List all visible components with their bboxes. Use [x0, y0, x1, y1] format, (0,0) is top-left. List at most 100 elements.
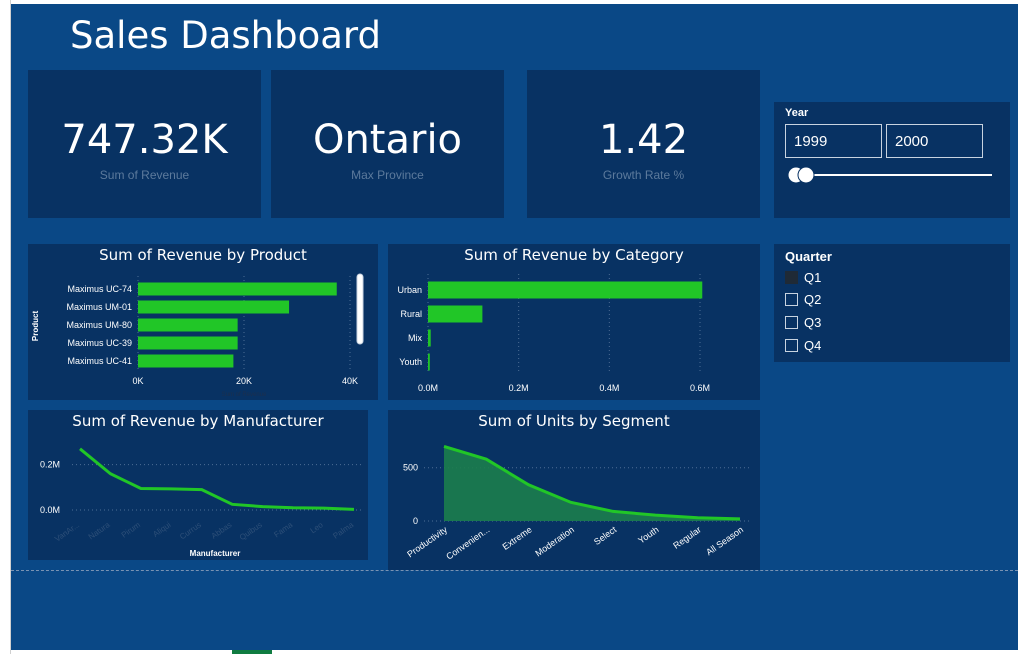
- year-start-input[interactable]: 1999: [785, 124, 882, 158]
- category-label: Maximus UM-01: [66, 302, 132, 312]
- x-tick-label: Leo: [309, 520, 326, 535]
- x-tick-label: Youth: [636, 524, 660, 545]
- year-range-slider[interactable]: [774, 162, 1010, 192]
- kpi-value-revenue: 747.32K: [61, 117, 228, 163]
- year-slicer-title: Year: [785, 107, 809, 119]
- x-tick-label: 0.0M: [418, 383, 438, 393]
- chart-svg-category: 0.0M 0.2M 0.4M 0.6M Urban Rural Mix Youth: [397, 274, 710, 393]
- y-tick-label: 500: [403, 463, 418, 473]
- quarter-checkbox-q3[interactable]: [785, 315, 798, 329]
- year-slicer[interactable]: Year 1999 2000: [774, 102, 1010, 218]
- x-axis-label: Sum of Revenue: [222, 392, 267, 398]
- kpi-card-growth[interactable]: 1.42 Growth Rate %: [527, 70, 760, 218]
- bar: [428, 281, 703, 299]
- category-label: Urban: [397, 285, 422, 295]
- kpi-card-province[interactable]: Ontario Max Province: [271, 70, 504, 218]
- window-left-edge: [0, 0, 11, 654]
- x-tick-label: Extreme: [501, 524, 534, 551]
- chart-title-category: Sum of Revenue by Category: [464, 246, 684, 264]
- y-axis-label: Product: [31, 311, 40, 342]
- quarter-item-q3[interactable]: Q3: [785, 313, 821, 331]
- category-label: Maximus UC-41: [67, 356, 132, 366]
- chart-title-product: Sum of Revenue by Product: [99, 246, 307, 264]
- bar: [428, 353, 430, 371]
- quarter-item-q1[interactable]: Q1: [785, 268, 821, 286]
- x-tick-label: Fama: [272, 520, 294, 539]
- chart-title-segment: Sum of Units by Segment: [478, 412, 670, 430]
- quarter-item-q2[interactable]: Q2: [785, 290, 821, 308]
- series-line: [79, 447, 355, 511]
- bar: [428, 305, 483, 323]
- x-tick-label: Select: [592, 524, 619, 547]
- x-tick-label: Currus: [178, 520, 203, 541]
- series-line: [443, 444, 741, 521]
- y-tick-label: 0.2M: [40, 460, 60, 470]
- year-end-input[interactable]: 2000: [886, 124, 983, 158]
- quarter-checkbox-q1[interactable]: [785, 270, 798, 284]
- quarter-label-q1: Q1: [804, 269, 822, 285]
- page-tab-indicator[interactable]: [232, 648, 272, 654]
- x-tick-label: Pirum: [120, 520, 143, 540]
- quarter-checkbox-q4[interactable]: [785, 338, 798, 352]
- chart-svg-manufacturer: 0.0M 0.2M VanAr... Natura Pirum Aliqui Currus A…: [40, 447, 364, 558]
- x-tick-label: 20K: [236, 376, 252, 386]
- x-tick-label: Aliqui: [151, 520, 172, 539]
- x-tick-label: 40K: [342, 376, 358, 386]
- quarter-label-q2: Q2: [804, 291, 822, 307]
- category-label: Mix: [408, 333, 422, 343]
- x-tick-label: Moderation: [533, 524, 576, 558]
- category-label: Maximus UC-74: [67, 284, 132, 294]
- x-tick-label: Palma: [331, 520, 355, 541]
- bar: [138, 318, 238, 332]
- chart-title-manufacturer: Sum of Revenue by Manufacturer: [72, 412, 324, 430]
- y-tick-label: 0: [413, 516, 418, 526]
- x-tick-label: Abbas: [210, 520, 234, 540]
- page-title: Sales Dashboard: [70, 14, 381, 57]
- category-label: Maximus UM-80: [66, 320, 132, 330]
- x-tick-label: Convenien...: [444, 524, 491, 561]
- x-tick-label: 0.2M: [509, 383, 529, 393]
- chart-revenue-by-product[interactable]: Sum of Revenue by Product 0K 20K 40K Maximu…: [28, 244, 378, 400]
- bar: [138, 300, 290, 314]
- x-tick-label: 0.6M: [690, 383, 710, 393]
- kpi-value-growth: 1.42: [598, 117, 689, 163]
- quarter-checkbox-q2[interactable]: [785, 292, 798, 306]
- quarter-label-q4: Q4: [804, 337, 822, 353]
- x-tick-label: 0K: [132, 376, 143, 386]
- x-tick-label: 0.4M: [599, 383, 619, 393]
- quarter-item-q4[interactable]: Q4: [785, 336, 821, 354]
- page-divider: [11, 570, 1018, 571]
- chart-svg-product: 0K 20K 40K Maximus UC-74 Maximus UM-01 Maximu…: [31, 273, 364, 398]
- kpi-label-growth: Growth Rate %: [602, 168, 685, 182]
- x-tick-label: Natura: [87, 520, 112, 541]
- kpi-label-revenue: Sum of Revenue: [99, 168, 190, 182]
- category-label: Maximus UC-39: [67, 338, 132, 348]
- series-area: [444, 446, 740, 521]
- kpi-label-province: Max Province: [351, 168, 424, 182]
- x-tick-label: All Season: [704, 524, 745, 557]
- x-tick-label: Productivity: [405, 524, 449, 559]
- y-tick-label: 0.0M: [40, 505, 60, 515]
- scrollbar-thumb: [356, 273, 364, 345]
- x-tick-label: VanAr...: [53, 520, 81, 543]
- x-axis-label: Manufacturer: [190, 549, 241, 558]
- quarter-label-q3: Q3: [804, 314, 822, 330]
- quarter-slicer-title: Quarter: [785, 249, 832, 264]
- quarter-slicer[interactable]: Quarter Q1 Q2 Q3 Q4: [774, 244, 1010, 362]
- chart-units-by-segment[interactable]: Sum of Units by Segment 0 500 Productivity…: [388, 410, 760, 570]
- category-label: Rural: [400, 309, 422, 319]
- x-tick-label: Quibus: [238, 520, 264, 542]
- category-label: Youth: [399, 357, 422, 367]
- kpi-card-revenue[interactable]: 747.32K Sum of Revenue: [28, 70, 261, 218]
- bar: [138, 282, 337, 296]
- chart-revenue-by-category[interactable]: Sum of Revenue by Category 0.0M 0.2M 0.4M 0…: [388, 244, 760, 400]
- kpi-value-province: Ontario: [312, 117, 463, 163]
- x-tick-label: Regular: [671, 524, 703, 550]
- year-slider-handle-end: [797, 166, 815, 184]
- bar: [138, 336, 238, 350]
- window-right-edge: [1018, 0, 1024, 654]
- chart-revenue-by-manufacturer[interactable]: Sum of Revenue by Manufacturer 0.0M 0.2M V…: [28, 410, 368, 560]
- bar: [428, 329, 431, 347]
- bar: [138, 354, 234, 368]
